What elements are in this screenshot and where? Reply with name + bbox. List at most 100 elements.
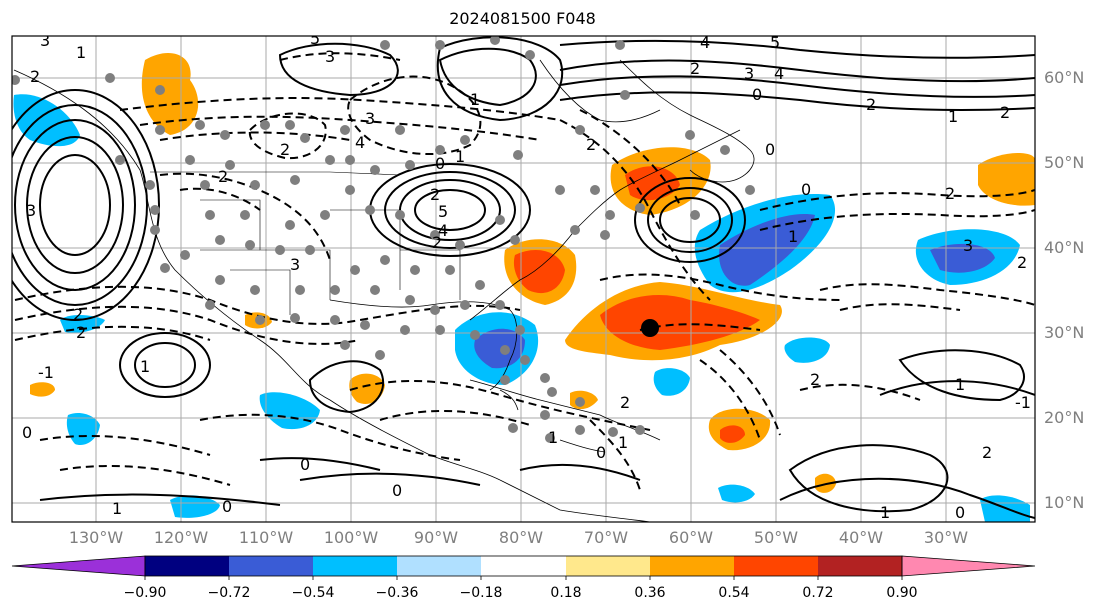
colorbar-bin-7 xyxy=(650,556,734,576)
colorbar-bin-4 xyxy=(397,556,481,576)
svg-text:0: 0 xyxy=(752,85,762,104)
colorbar-tick-label: 0.54 xyxy=(718,585,750,601)
lat-label-20n: 20°N xyxy=(1044,408,1085,427)
svg-text:1: 1 xyxy=(880,503,890,522)
svg-text:3: 3 xyxy=(744,64,754,83)
svg-text:0: 0 xyxy=(300,455,310,474)
negative-contours xyxy=(14,52,1035,491)
svg-text:1: 1 xyxy=(140,357,150,376)
colorbar-extend-low xyxy=(11,555,146,577)
svg-text:2: 2 xyxy=(945,184,955,203)
positive-contours xyxy=(12,36,1035,519)
svg-text:1: 1 xyxy=(948,107,958,126)
svg-text:0: 0 xyxy=(435,154,445,173)
svg-text:2: 2 xyxy=(73,305,83,324)
lon-label-130w: 130°W xyxy=(68,528,124,547)
svg-text:2: 2 xyxy=(218,167,228,186)
svg-text:3: 3 xyxy=(325,47,335,66)
colorbar-tick-label: 0.72 xyxy=(802,585,834,601)
lat-label-30n: 30°N xyxy=(1044,323,1085,342)
colorbar-tick-label: 0.90 xyxy=(886,585,918,601)
svg-text:4: 4 xyxy=(700,33,710,52)
svg-text:5: 5 xyxy=(310,29,320,48)
colorbar-bin-1 xyxy=(145,556,229,576)
colorbar-tick-label: 0.18 xyxy=(550,585,582,601)
svg-text:2: 2 xyxy=(1017,253,1027,272)
svg-text:2: 2 xyxy=(280,140,290,159)
colorbar-tick-label: −0.72 xyxy=(207,585,251,601)
svg-text:2: 2 xyxy=(620,393,630,412)
colorbar-bin-3 xyxy=(313,556,397,576)
colorbar-tick-label: 0.36 xyxy=(634,585,666,601)
svg-text:-1: -1 xyxy=(38,363,54,382)
svg-text:0: 0 xyxy=(392,481,402,500)
lat-label-60n: 60°N xyxy=(1044,68,1085,87)
graticule xyxy=(12,36,1035,522)
lon-label-80w: 80°W xyxy=(498,528,544,547)
storm-center-marker xyxy=(641,319,659,337)
svg-text:4: 4 xyxy=(355,133,365,152)
svg-text:0: 0 xyxy=(955,503,965,522)
colorbar-tick-label: −0.54 xyxy=(291,585,335,601)
svg-text:1: 1 xyxy=(470,90,480,109)
svg-text:5: 5 xyxy=(438,202,448,221)
svg-text:2: 2 xyxy=(1000,103,1010,122)
svg-text:2: 2 xyxy=(866,95,876,114)
lon-label-120w: 120°W xyxy=(153,528,209,547)
colorbar-bin-8 xyxy=(734,556,818,576)
svg-text:1: 1 xyxy=(548,428,558,447)
lat-label-10n: 10°N xyxy=(1044,493,1085,512)
lon-label-30w: 30°W xyxy=(923,528,969,547)
svg-text:1: 1 xyxy=(455,147,465,166)
svg-text:2: 2 xyxy=(810,370,820,389)
svg-text:3: 3 xyxy=(40,31,50,50)
svg-text:1: 1 xyxy=(76,43,86,62)
svg-text:2: 2 xyxy=(690,59,700,78)
svg-text:3: 3 xyxy=(365,109,375,128)
colorbar-bin-6 xyxy=(566,556,650,576)
svg-text:0: 0 xyxy=(222,497,232,516)
svg-text:1: 1 xyxy=(955,375,965,394)
colorbar-bin-9 xyxy=(818,556,902,576)
lon-label-100w: 100°W xyxy=(323,528,379,547)
colorbar-tick-label: −0.36 xyxy=(375,585,419,601)
svg-text:4: 4 xyxy=(774,64,784,83)
observation-markers xyxy=(12,36,755,443)
svg-text:0: 0 xyxy=(765,140,775,159)
colorbar xyxy=(11,555,1036,580)
colorbar-tick-label: −0.90 xyxy=(123,585,167,601)
svg-text:2: 2 xyxy=(76,323,86,342)
svg-text:3: 3 xyxy=(290,255,300,274)
contour-labels: 3 1 2 5 3 4 5 2 4 3 2 0 1 2 1 3 4 2 1 0 … xyxy=(22,29,1031,522)
svg-text:0: 0 xyxy=(596,443,606,462)
svg-text:2: 2 xyxy=(586,135,596,154)
lon-label-60w: 60°W xyxy=(668,528,714,547)
lat-label-40n: 40°N xyxy=(1044,238,1085,257)
lon-label-110w: 110°W xyxy=(238,528,294,547)
lon-label-50w: 50°W xyxy=(753,528,799,547)
colorbar-bin-2 xyxy=(229,556,313,576)
map-frame xyxy=(11,35,1036,523)
svg-text:2: 2 xyxy=(30,67,40,86)
svg-text:2: 2 xyxy=(432,233,442,252)
colorbar-tick-label: −0.18 xyxy=(459,585,503,601)
svg-text:3: 3 xyxy=(26,201,36,220)
svg-text:-1: -1 xyxy=(1015,393,1031,412)
svg-text:4: 4 xyxy=(438,221,448,240)
svg-text:1: 1 xyxy=(618,433,628,452)
lon-label-90w: 90°W xyxy=(413,528,459,547)
svg-text:2: 2 xyxy=(430,185,440,204)
lon-label-70w: 70°W xyxy=(583,528,629,547)
colorbar-extend-high xyxy=(901,555,1036,577)
svg-text:0: 0 xyxy=(801,180,811,199)
svg-text:3: 3 xyxy=(963,236,973,255)
lon-label-40w: 40°W xyxy=(838,528,884,547)
svg-text:5: 5 xyxy=(770,33,780,52)
svg-text:2: 2 xyxy=(982,443,992,462)
svg-text:1: 1 xyxy=(112,499,122,518)
svg-text:1: 1 xyxy=(788,227,798,246)
svg-text:0: 0 xyxy=(22,423,32,442)
map-title: 2024081500 F048 xyxy=(449,9,596,28)
lat-label-50n: 50°N xyxy=(1044,153,1085,172)
